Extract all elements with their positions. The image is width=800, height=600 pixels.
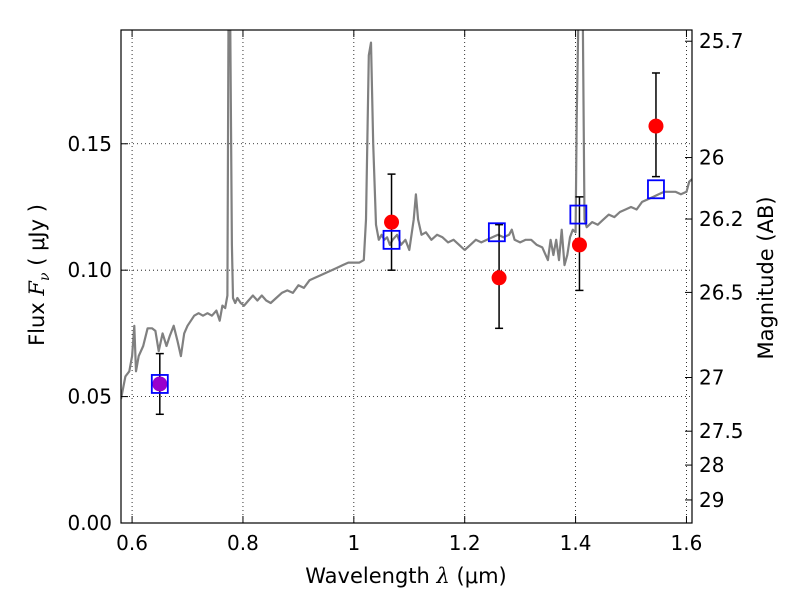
model-point xyxy=(382,229,401,250)
mag-tick-label: 25.7 xyxy=(699,29,744,53)
y-axis-title: Flux Fν ( μJy ) xyxy=(25,204,53,346)
mag-tick-label: 28 xyxy=(699,453,724,477)
model-points-layer xyxy=(150,179,665,394)
mag-tick-label: 27 xyxy=(699,366,724,390)
y-tick-label: 0.00 xyxy=(67,511,112,535)
model-point xyxy=(150,374,169,394)
y2-axis-title: Magnitude (AB) xyxy=(754,196,778,359)
model-point xyxy=(487,222,506,243)
mag-tick-label: 26.5 xyxy=(699,280,744,304)
observed-point xyxy=(491,270,507,286)
x-axis-symbol: λ xyxy=(436,564,450,588)
spectrum-layer xyxy=(121,30,692,400)
plot-frame xyxy=(120,29,693,524)
x-axis-unit: (μm) xyxy=(457,564,507,588)
observed-point xyxy=(648,118,664,134)
mag-tick-label: 27.5 xyxy=(699,419,744,443)
x-axis-label: Wavelength xyxy=(305,564,430,588)
model-point xyxy=(569,204,588,225)
axis-ticks: 0.6 0.8 1 1.2 1.4 1.6 0.00 0.05 0.10 0.15 25.7 26 26… xyxy=(67,29,743,555)
y-axis-label: Flux xyxy=(25,302,49,346)
x-tick-label: 1.6 xyxy=(671,531,703,555)
observed-point xyxy=(384,214,400,230)
x-tick-label: 0.6 xyxy=(116,531,148,555)
x-tick-label: 1 xyxy=(347,531,360,555)
mag-tick-label: 26 xyxy=(699,146,724,170)
x-tick-label: 1.2 xyxy=(449,531,481,555)
mag-tick-label: 26.2 xyxy=(699,207,744,231)
model-point xyxy=(647,179,665,200)
y-tick-label: 0.15 xyxy=(67,132,112,156)
mag-tick-label: 29 xyxy=(699,488,724,512)
y-axis-subscript: ν xyxy=(37,272,53,281)
observed-points-layer xyxy=(152,72,664,416)
x-tick-label: 0.8 xyxy=(227,531,259,555)
observed-point xyxy=(571,237,587,253)
y-axis-unit: ( μJy ) xyxy=(25,204,49,266)
x-tick-label: 1.4 xyxy=(560,531,592,555)
y-tick-label: 0.10 xyxy=(67,258,112,282)
spectrum-line xyxy=(121,30,692,400)
y-tick-label: 0.05 xyxy=(67,385,112,409)
y-axis-symbol: F xyxy=(25,280,49,297)
x-axis-title: Wavelength λ (μm) xyxy=(305,564,506,588)
observed-point xyxy=(152,376,168,392)
